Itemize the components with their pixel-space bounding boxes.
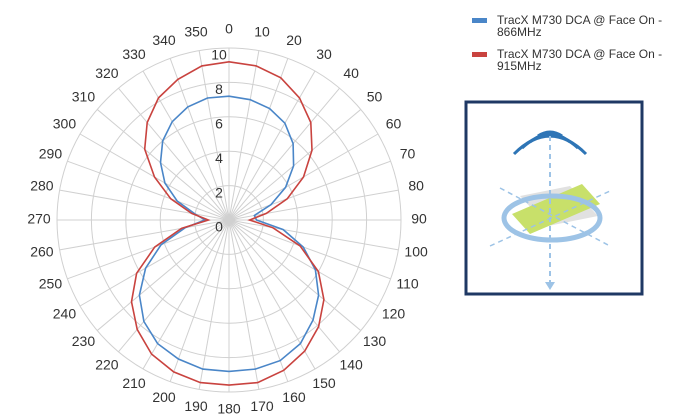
angle-label: 40 xyxy=(343,65,359,81)
legend-label: TracX M730 DCA @ Face On - 915MHz xyxy=(497,47,663,73)
angle-label: 310 xyxy=(72,89,96,105)
angle-grid-line xyxy=(228,219,362,331)
angle-label: 0 xyxy=(225,21,233,37)
angle-label: 250 xyxy=(39,276,63,292)
angle-grid-line xyxy=(198,50,230,221)
angle-label: 140 xyxy=(339,356,363,372)
angle-label: 60 xyxy=(386,116,402,132)
r-tick-label: 4 xyxy=(215,150,223,166)
legend-item: TracX M730 DCA @ Face On - 866MHz xyxy=(472,14,682,38)
arrow-head xyxy=(545,282,555,290)
angle-label: 160 xyxy=(282,389,306,405)
angle-label: 210 xyxy=(122,375,146,391)
angle-label: 190 xyxy=(184,398,208,414)
angle-label: 120 xyxy=(382,306,406,322)
angle-label: 150 xyxy=(312,375,336,391)
angle-grid-line xyxy=(169,58,230,221)
legend-swatch xyxy=(472,18,487,23)
angle-grid-line xyxy=(228,219,289,382)
angle-label: 30 xyxy=(316,46,332,62)
radial-grid-circle xyxy=(194,185,264,255)
angle-label: 240 xyxy=(53,306,77,322)
angle-grid-line xyxy=(142,70,230,221)
angle-label: 340 xyxy=(152,32,176,48)
r-tick-label: 8 xyxy=(215,81,223,97)
angle-label: 260 xyxy=(30,244,54,260)
legend: TracX M730 DCA @ Face On - 866MHz TracX M… xyxy=(472,14,682,82)
polar-chart: 0 102030405060708090100110120130140150160… xyxy=(27,21,428,417)
angle-label: 20 xyxy=(286,32,302,48)
angle-grid-line xyxy=(228,189,399,221)
series-line xyxy=(138,95,320,373)
angle-label: 220 xyxy=(95,356,119,372)
angle-label: 300 xyxy=(53,116,77,132)
angle-label: 80 xyxy=(408,178,424,194)
angle-label: 330 xyxy=(122,46,146,62)
axis-line xyxy=(489,190,611,247)
legend-label: TracX M730 DCA @ Face On - 866MHz xyxy=(497,13,663,39)
radial-grid-circle xyxy=(56,47,402,393)
angle-grid-line xyxy=(228,219,260,390)
legend-item: TracX M730 DCA @ Face On - 915MHz xyxy=(472,48,682,72)
tag xyxy=(512,184,600,234)
angle-grid-line xyxy=(228,50,260,221)
angle-grid-line xyxy=(228,219,379,307)
legend-swatch xyxy=(472,52,487,57)
angle-grid-line xyxy=(228,58,289,221)
angle-grid-line xyxy=(118,87,230,221)
angle-label: 290 xyxy=(39,146,63,162)
angle-grid-line xyxy=(169,219,230,382)
angle-grid-line xyxy=(198,219,230,390)
angle-label: 10 xyxy=(254,24,270,40)
angle-grid-line xyxy=(59,219,230,251)
angle-label: 180 xyxy=(217,401,241,417)
r-tick-label: 2 xyxy=(215,184,223,200)
rotation-ring xyxy=(501,193,603,243)
angle-label: 130 xyxy=(363,333,387,349)
angle-grid-line xyxy=(228,160,391,221)
r-tick-label: 0 xyxy=(215,219,223,235)
angle-grid-line xyxy=(228,109,362,221)
angle-grid-line xyxy=(228,70,316,221)
angle-label: 200 xyxy=(152,389,176,405)
angle-grid-line xyxy=(96,109,230,221)
radial-grid-circle xyxy=(90,81,368,359)
angle-label: 100 xyxy=(404,244,428,260)
angle-label: 320 xyxy=(95,65,119,81)
radial-grid-circle xyxy=(159,150,299,290)
angle-grid-line xyxy=(79,219,230,307)
angle-grid-line xyxy=(228,219,391,280)
r-tick-label: 10 xyxy=(211,47,227,63)
angle-label: 90 xyxy=(411,211,427,227)
angle-label: 230 xyxy=(72,333,96,349)
angle-label: 70 xyxy=(400,146,416,162)
angle-label: 170 xyxy=(250,398,274,414)
angle-label: 50 xyxy=(367,89,383,105)
angle-label: 270 xyxy=(27,211,51,227)
radial-grid-circle xyxy=(125,116,333,324)
angle-label: 280 xyxy=(30,178,54,194)
angle-label: 110 xyxy=(396,276,419,292)
angle-grid-line xyxy=(228,87,340,221)
angle-grid-line xyxy=(228,219,340,353)
series-line xyxy=(130,60,325,386)
illustration xyxy=(464,100,644,296)
angle-grid-line xyxy=(67,219,230,280)
r-tick-label: 6 xyxy=(215,116,223,132)
angle-grid-line xyxy=(96,219,230,331)
angle-grid-line xyxy=(67,160,230,221)
angle-grid-line xyxy=(59,189,230,221)
angle-label: 350 xyxy=(184,24,208,40)
axis-line xyxy=(499,187,611,247)
angle-grid-line xyxy=(228,219,399,251)
